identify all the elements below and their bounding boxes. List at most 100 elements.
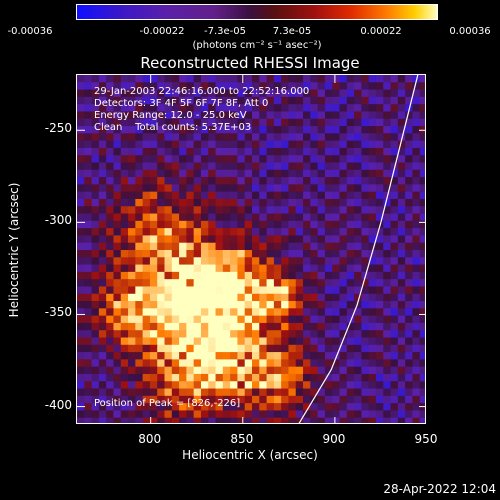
heatmap-cell (98, 169, 107, 178)
heatmap-cell (303, 75, 311, 83)
heatmap-cell (397, 344, 406, 353)
heatmap-cell (288, 126, 297, 134)
heatmap-cell (368, 271, 377, 280)
heatmap-cell (91, 264, 100, 273)
heatmap-cell (252, 417, 260, 423)
heatmap-cell (91, 75, 100, 83)
heatmap-cell (419, 162, 425, 171)
heatmap-cell (113, 228, 122, 237)
heatmap-cell (361, 213, 370, 222)
heatmap-cell (237, 111, 246, 120)
heatmap-cell (91, 89, 100, 98)
heatmap-cell (397, 279, 406, 288)
heatmap-cell (230, 89, 239, 98)
heatmap-cell (390, 373, 399, 382)
heatmap-cell (397, 104, 406, 113)
heatmap-cell (332, 235, 341, 244)
heatmap-cell (120, 213, 129, 222)
heatmap-cell (288, 169, 297, 178)
heatmap-cell (186, 206, 195, 215)
heatmap-cell (215, 140, 224, 149)
heatmap-cell (244, 89, 253, 98)
heatmap-cell (368, 206, 377, 215)
heatmap-cell (77, 177, 85, 185)
heatmap-cell (303, 111, 311, 120)
heatmap-cell (128, 359, 136, 368)
heatmap-cell (266, 293, 275, 302)
heatmap-cell (84, 162, 93, 171)
heatmap-cell (186, 147, 195, 156)
heatmap-cell (324, 162, 333, 171)
heatmap-cell (252, 410, 260, 419)
heatmap-cell (200, 257, 209, 266)
heatmap-cell (332, 177, 341, 185)
heatmap-cell (383, 96, 392, 105)
heatmap-cell (215, 330, 224, 339)
heatmap-cell (222, 286, 231, 295)
heatmap-cell (244, 111, 253, 120)
heatmap-cell (303, 184, 311, 193)
heatmap-cell (368, 228, 377, 237)
heatmap-cell (77, 417, 85, 423)
heatmap-cell (390, 359, 399, 368)
heatmap-cell (157, 242, 166, 251)
colorbar-tick-label: 0.00022 (360, 26, 402, 37)
heatmap-cell (244, 104, 253, 113)
heatmap-cell (346, 359, 355, 368)
heatmap-cell (281, 242, 290, 251)
heatmap-cell (332, 228, 341, 237)
heatmap-cell (106, 257, 115, 266)
heatmap-cell (171, 235, 180, 244)
heatmap-cell (128, 75, 136, 83)
heatmap-cell (390, 301, 399, 309)
heatmap-cell (412, 308, 421, 317)
heatmap-cell (390, 206, 399, 215)
heatmap-cell (288, 330, 297, 339)
heatmap-cell (259, 235, 268, 244)
heatmap-cell (397, 82, 406, 91)
heatmap-cell (310, 293, 319, 302)
heatmap-cell (412, 213, 421, 222)
heatmap-cell (252, 177, 260, 185)
heatmap-cell (266, 206, 275, 215)
heatmap-cell (135, 293, 144, 302)
heatmap-cell (288, 250, 297, 258)
heatmap-cell (171, 206, 180, 215)
heatmap-cell (215, 155, 224, 164)
heatmap-cell (303, 104, 311, 113)
heatmap-cell (179, 75, 187, 83)
heatmap-cell (332, 111, 341, 120)
heatmap-cell (157, 89, 166, 98)
heatmap-cell (164, 315, 173, 324)
heatmap-cell (419, 388, 425, 397)
heatmap-cell (113, 140, 122, 149)
heatmap-cell (200, 417, 209, 423)
heatmap-cell (208, 366, 217, 375)
heatmap-cell (317, 155, 326, 164)
heatmap-cell (252, 330, 260, 339)
heatmap-cell (208, 198, 217, 207)
heatmap-cell (390, 133, 399, 142)
heatmap-cell (361, 337, 370, 346)
heatmap-cell (368, 279, 377, 288)
heatmap-cell (273, 126, 282, 134)
heatmap-cell (339, 271, 348, 280)
heatmap-cell (339, 133, 348, 142)
heatmap-cell (339, 403, 348, 412)
heatmap-cell (142, 337, 151, 346)
heatmap-cell (346, 417, 355, 423)
heatmap-cell (237, 213, 246, 222)
heatmap-cell (215, 198, 224, 207)
heatmap-cell (288, 301, 297, 309)
heatmap-cell (332, 301, 341, 309)
heatmap-cell (237, 177, 246, 185)
heatmap-cell (383, 330, 392, 339)
heatmap-cell (91, 286, 100, 295)
heatmap-cell (157, 75, 166, 83)
heatmap-cell (193, 330, 202, 339)
heatmap-cell (281, 235, 290, 244)
heatmap-cell (120, 257, 129, 266)
heatmap-cell (339, 242, 348, 251)
heatmap-cell (375, 198, 384, 207)
heatmap-cell (281, 75, 290, 83)
